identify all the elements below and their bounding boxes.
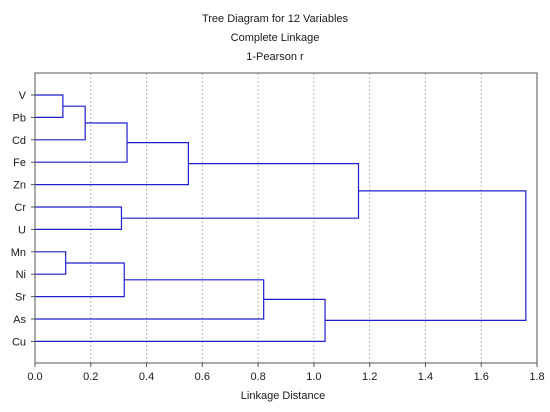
tree-layer xyxy=(35,94,527,342)
x-tick-label: 1.2 xyxy=(362,371,377,383)
merge-link-m11 xyxy=(325,190,527,321)
merge-link-m3 xyxy=(35,122,128,163)
leaf-label: Fe xyxy=(13,157,26,169)
leaf-label: Sr xyxy=(15,292,26,304)
leaf-label: Mn xyxy=(11,247,26,259)
leaf-label: Cd xyxy=(12,135,26,147)
merge-link-m7 xyxy=(35,251,67,275)
chart-title: Tree Diagram for 12 Variables xyxy=(202,13,349,25)
x-axis-label: Linkage Distance xyxy=(241,390,325,402)
x-tick-label: 1.0 xyxy=(306,371,321,383)
x-tick-label: 1.6 xyxy=(474,371,489,383)
merge-link-m6 xyxy=(121,163,360,219)
leaf-label: Pb xyxy=(13,112,26,124)
chart-subtitle-linkage: Complete Linkage xyxy=(231,32,320,44)
merge-link-m4 xyxy=(35,142,189,186)
merge-link-m2 xyxy=(35,105,86,141)
merge-link-m1 xyxy=(35,94,64,118)
leaf-label-layer: V Pb Cd Fe Zn Cr U Mn Ni Sr As Cu xyxy=(11,90,35,348)
merge-link-m9 xyxy=(35,279,265,320)
leaf-label: U xyxy=(18,224,26,236)
merge-link-m8 xyxy=(35,262,125,298)
x-tick-label: 1.4 xyxy=(418,371,433,383)
x-tick-label: 1.8 xyxy=(529,371,544,383)
x-tick-label: 0.4 xyxy=(139,371,154,383)
x-tick-layer: 0.0 0.2 0.4 0.6 0.8 1.0 1.2 1.4 1.6 1.8 xyxy=(27,363,545,383)
plot-frame xyxy=(34,72,538,364)
leaf-label: Zn xyxy=(13,180,26,192)
x-tick-label: 0.6 xyxy=(195,371,210,383)
leaf-label: Cr xyxy=(14,202,26,214)
merge-link-m10 xyxy=(35,298,326,342)
x-tick-label: 0.2 xyxy=(83,371,98,383)
leaf-label: V xyxy=(19,90,27,102)
x-tick-label: 0.8 xyxy=(250,371,265,383)
chart-subtitle-metric: 1-Pearson r xyxy=(246,51,304,63)
leaf-label: Ni xyxy=(16,269,26,281)
x-tick-label: 0.0 xyxy=(27,371,42,383)
leaf-label: As xyxy=(13,314,26,326)
merge-link-m5 xyxy=(35,206,123,230)
leaf-label: Cu xyxy=(12,336,26,348)
